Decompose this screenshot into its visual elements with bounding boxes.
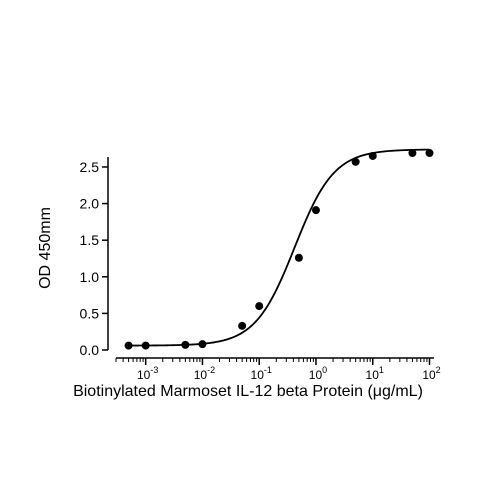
y-tick-label: 0.0 bbox=[80, 342, 100, 358]
data-point bbox=[141, 341, 150, 350]
x-axis-label: Biotinylated Marmoset IL-12 beta Protein… bbox=[73, 383, 423, 400]
data-point bbox=[238, 321, 247, 330]
data-point bbox=[368, 151, 377, 160]
data-point bbox=[198, 340, 207, 349]
y-tick-label: 2.5 bbox=[80, 159, 100, 175]
x-tick-label: 10-3 bbox=[137, 365, 158, 382]
y-tick-label: 2.0 bbox=[80, 196, 100, 212]
x-tick-label: 10-2 bbox=[194, 365, 215, 382]
fit-curve bbox=[128, 148, 430, 347]
x-tick-label: 101 bbox=[366, 365, 384, 382]
data-point bbox=[294, 253, 303, 262]
data-point bbox=[425, 149, 434, 158]
x-tick-label: 10-1 bbox=[251, 365, 272, 382]
y-tick-label: 0.5 bbox=[80, 305, 100, 321]
y-tick-label: 1.0 bbox=[80, 269, 100, 285]
x-tick-label: 100 bbox=[309, 365, 327, 382]
data-point bbox=[255, 302, 264, 311]
x-tick-label: 102 bbox=[422, 365, 440, 382]
data-point bbox=[181, 340, 190, 349]
y-axis-label: OD 450mm bbox=[37, 207, 54, 289]
data-point bbox=[351, 157, 360, 166]
data-point bbox=[408, 149, 417, 158]
plot-area: 0.0 0.5 1.0 1.5 2.0 2.5 10-3 10-2 10-1 100 101 102 bbox=[80, 148, 441, 382]
data-point bbox=[124, 341, 133, 350]
data-point bbox=[311, 206, 320, 215]
y-tick-label: 1.5 bbox=[80, 232, 100, 248]
